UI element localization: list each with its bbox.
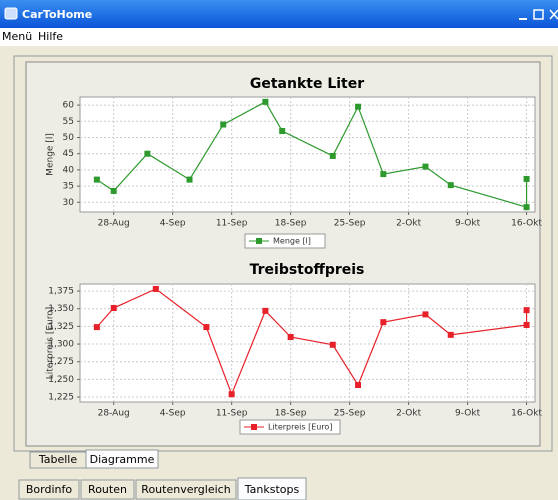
data-point <box>220 121 227 128</box>
series-line <box>96 101 528 208</box>
tab[interactable] <box>80 479 135 500</box>
y-tick-label: 35 <box>63 182 74 192</box>
data-point <box>329 152 336 159</box>
menu-bar <box>0 28 558 46</box>
y-tick-label: 40 <box>63 165 75 175</box>
y-tick-label: 30 <box>63 198 75 208</box>
x-tick-label: 16-Okt <box>511 219 542 229</box>
tab-label[interactable]: Routenvergleich <box>141 483 230 496</box>
plot-area <box>79 283 536 403</box>
data-point <box>447 182 454 189</box>
data-point <box>228 391 235 398</box>
data-point <box>355 103 362 110</box>
x-tick-label: 4-Sep <box>160 409 186 419</box>
y-axis-title: Literpreis [Euro] <box>46 307 56 380</box>
x-tick-label: 9-Okt <box>455 409 481 419</box>
data-point <box>380 171 387 178</box>
data-point <box>110 187 117 194</box>
x-tick-label: 28-Aug <box>98 409 130 419</box>
subtab[interactable] <box>85 449 159 469</box>
data-point <box>523 204 530 211</box>
tab-label[interactable]: Tankstops <box>244 483 300 496</box>
close-button[interactable] <box>549 9 558 20</box>
y-tick-label: 1,325 <box>48 322 74 332</box>
tab-label[interactable]: Bordinfo <box>26 483 72 496</box>
menu-item[interactable]: Menü <box>2 30 32 43</box>
minimize-button[interactable] <box>519 18 527 20</box>
y-tick-label: 50 <box>63 133 75 143</box>
x-tick-label: 16-Okt <box>511 409 542 419</box>
series-line <box>96 288 528 396</box>
data-point <box>93 324 100 331</box>
maximize-button[interactable] <box>533 9 544 20</box>
y-tick-label: 1,350 <box>48 304 74 314</box>
x-tick-label: 25-Sep <box>334 409 366 419</box>
subtab-label[interactable]: Diagramme <box>90 453 155 466</box>
tab[interactable] <box>237 477 307 500</box>
data-point <box>110 305 117 312</box>
data-point <box>523 307 530 314</box>
data-point <box>262 307 269 314</box>
x-tick-label: 18-Sep <box>275 409 307 419</box>
x-tick-label: 11-Sep <box>216 219 248 229</box>
x-tick-label: 2-Okt <box>396 219 422 229</box>
data-point <box>523 175 530 182</box>
x-tick-label: 2-Okt <box>396 409 422 419</box>
tab[interactable] <box>135 479 237 500</box>
data-point <box>144 150 151 157</box>
data-point <box>186 176 193 183</box>
y-tick-label: 60 <box>63 101 75 111</box>
subtab-label[interactable]: Tabelle <box>38 453 78 466</box>
x-tick-label: 9-Okt <box>455 219 481 229</box>
legend-box <box>239 419 341 435</box>
tab[interactable] <box>18 479 80 500</box>
chart-title: Getankte Liter <box>250 76 364 92</box>
data-point <box>523 321 530 328</box>
x-tick-label: 18-Sep <box>275 219 307 229</box>
legend-box <box>244 233 326 249</box>
data-point <box>93 176 100 183</box>
plot-area <box>79 96 536 213</box>
title-bar <box>0 0 558 28</box>
chart-title: Treibstoffpreis <box>250 262 365 278</box>
x-tick-label: 28-Aug <box>98 219 130 229</box>
tab-label[interactable]: Routen <box>88 483 127 496</box>
y-tick-label: 45 <box>63 149 74 159</box>
data-point <box>329 341 336 348</box>
data-point <box>447 331 454 338</box>
data-point <box>279 128 286 135</box>
data-point <box>262 98 269 105</box>
x-tick-label: 11-Sep <box>216 409 248 419</box>
data-point <box>422 311 429 318</box>
legend-label: Menge [l] <box>273 237 311 246</box>
y-tick-label: 1,300 <box>48 340 74 350</box>
y-tick-label: 1,275 <box>48 357 74 367</box>
x-tick-label: 25-Sep <box>334 219 366 229</box>
legend-label: Literpreis [Euro] <box>268 423 332 432</box>
data-point <box>380 319 387 326</box>
y-tick-label: 1,375 <box>48 287 74 297</box>
data-point <box>287 333 294 340</box>
menu-item[interactable]: Hilfe <box>38 30 63 43</box>
y-axis-title: Menge [l] <box>46 133 56 176</box>
data-point <box>152 285 159 292</box>
app-icon <box>4 7 18 20</box>
data-point <box>203 324 210 331</box>
y-tick-label: 1,225 <box>48 393 74 403</box>
data-point <box>422 163 429 170</box>
legend-marker <box>251 424 257 430</box>
x-tick-label: 4-Sep <box>160 219 186 229</box>
data-point <box>355 382 362 389</box>
y-tick-label: 55 <box>63 117 74 127</box>
y-tick-label: 1,250 <box>48 375 74 385</box>
window-title: CarToHome <box>22 8 92 21</box>
legend-marker <box>256 238 262 244</box>
